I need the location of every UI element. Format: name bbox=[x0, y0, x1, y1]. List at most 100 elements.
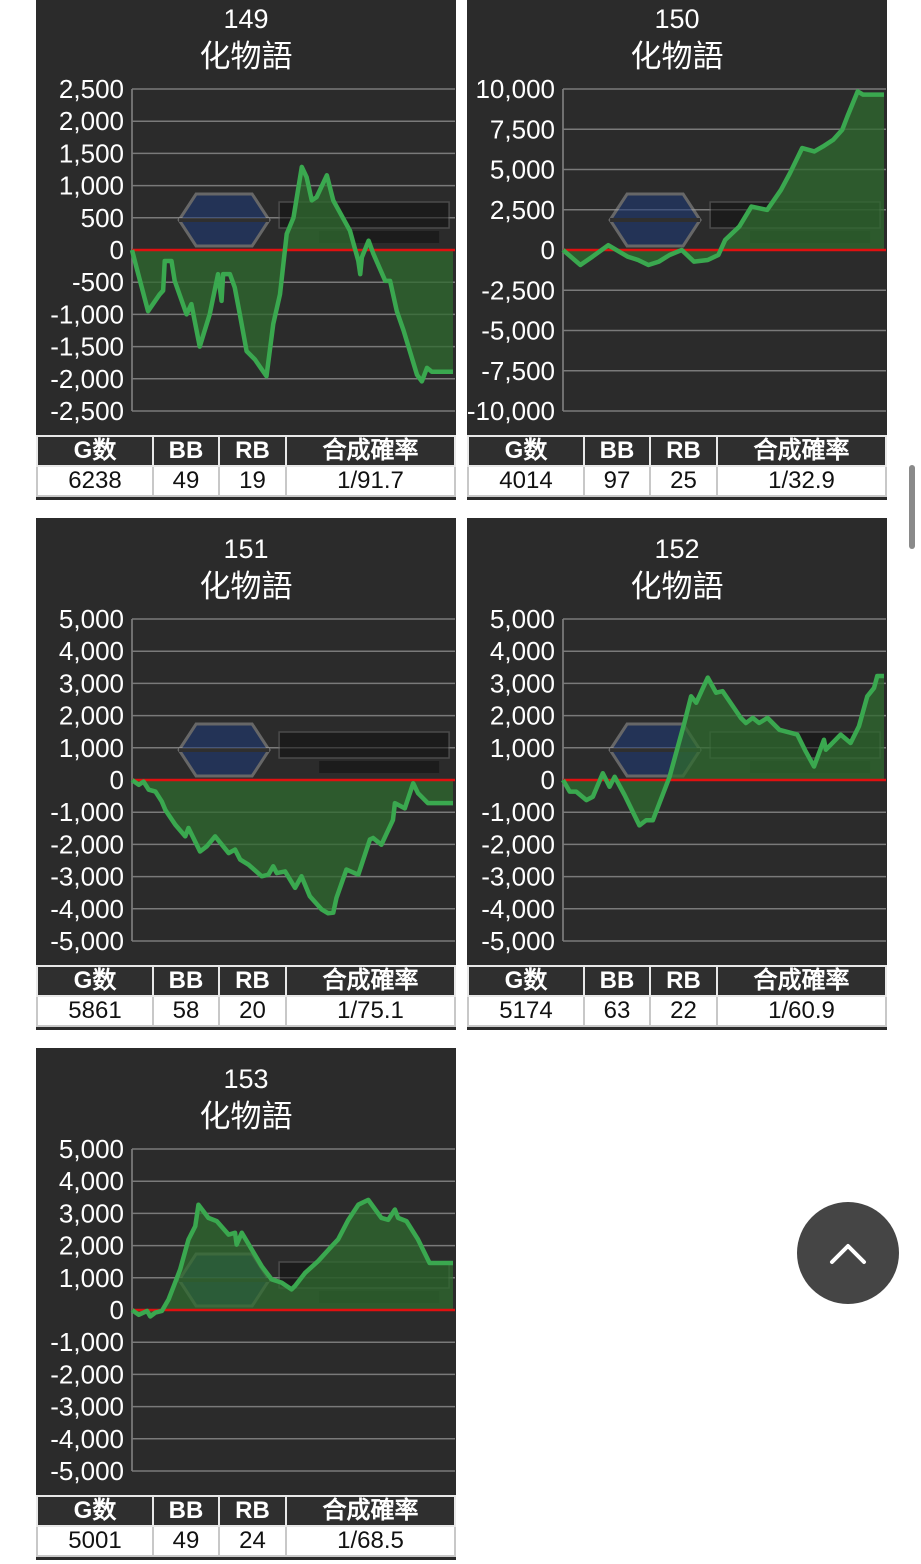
y-tick-label: -5,000 bbox=[50, 926, 124, 956]
y-tick-label: -5,000 bbox=[50, 1456, 124, 1486]
y-tick-label: 3,000 bbox=[59, 668, 124, 698]
machine-number: 149 bbox=[223, 4, 269, 34]
header-bb: BB bbox=[152, 1495, 220, 1527]
y-tick-label: -2,000 bbox=[50, 829, 124, 859]
y-tick-label: -1,000 bbox=[50, 797, 124, 827]
header-rb: RB bbox=[649, 965, 718, 997]
machine-panel-150[interactable]: 10,000 7,500 5,000 2,500 0 -2,500 -5,000 -7,500… bbox=[467, 0, 887, 500]
value-bb: 63 bbox=[583, 995, 651, 1027]
y-tick-label: 0 bbox=[110, 235, 124, 265]
machine-name: 化物語 bbox=[199, 1099, 293, 1135]
value-rate: 1/75.1 bbox=[285, 995, 456, 1027]
machine-name: 化物語 bbox=[630, 569, 724, 605]
header-rate: 合成確率 bbox=[285, 965, 456, 997]
y-tick-label: 0 bbox=[110, 765, 124, 795]
scroll-to-top-button[interactable] bbox=[797, 1202, 899, 1304]
balance-area bbox=[132, 780, 453, 914]
y-tick-label: 4,000 bbox=[59, 1166, 124, 1196]
header-rate: 合成確率 bbox=[716, 435, 887, 467]
y-tick-label: -4,000 bbox=[481, 894, 555, 924]
machine-panel-153[interactable]: 5,000 4,000 3,000 2,000 1,000 0 -1,000 -2,000 -3… bbox=[36, 1048, 456, 1560]
y-tick-label: -5,000 bbox=[481, 316, 555, 346]
value-rb: 20 bbox=[218, 995, 287, 1027]
y-tick-label: 5,000 bbox=[490, 604, 555, 634]
value-bb: 58 bbox=[152, 995, 220, 1027]
slump-chart: 10,000 7,500 5,000 2,500 0 -2,500 -5,000 -7,500… bbox=[467, 74, 886, 426]
header-bb: BB bbox=[152, 965, 220, 997]
y-tick-label: -4,000 bbox=[50, 894, 124, 924]
y-tick-label: -2,000 bbox=[50, 1359, 124, 1389]
machine-number: 153 bbox=[223, 1064, 269, 1094]
y-tick-label: -7,500 bbox=[481, 356, 555, 386]
y-tick-label: 1,000 bbox=[490, 733, 555, 763]
anasuro-watermark-logo bbox=[177, 722, 450, 778]
y-tick-label: 5,000 bbox=[59, 1134, 124, 1164]
y-tick-label: 0 bbox=[541, 235, 555, 265]
header-games: G数 bbox=[36, 435, 154, 467]
y-tick-label: 7,500 bbox=[490, 114, 555, 144]
y-tick-label: 2,500 bbox=[59, 74, 124, 104]
balance-line bbox=[129, 164, 453, 384]
balance-area bbox=[132, 1199, 453, 1317]
stats-table: G数 BB RB 合成確率 5174 63 22 1/60.9 bbox=[467, 965, 887, 1027]
machine-name: 化物語 bbox=[199, 39, 293, 75]
y-tick-label: 2,000 bbox=[59, 1231, 124, 1261]
slump-chart: 5,0004,0003,0002,0001,0000-1,000-2,000-3… bbox=[481, 604, 886, 956]
y-tick-label: -10,000 bbox=[467, 396, 555, 426]
y-tick-label: -3,000 bbox=[50, 862, 124, 892]
header-games: G数 bbox=[36, 1495, 154, 1527]
y-tick-label: -3,000 bbox=[50, 1392, 124, 1422]
y-tick-label: -3,000 bbox=[481, 862, 555, 892]
value-games: 5174 bbox=[467, 995, 585, 1027]
slump-chart: 2,5002,0001,5001,0005000-500-1,000-1,500… bbox=[50, 74, 455, 426]
balance-area bbox=[563, 675, 884, 826]
y-tick-label: 2,500 bbox=[490, 195, 555, 225]
balance-line bbox=[561, 89, 884, 268]
header-rb: RB bbox=[218, 1495, 287, 1527]
y-tick-label: -4,000 bbox=[50, 1424, 124, 1454]
y-tick-label: 500 bbox=[81, 203, 124, 233]
value-rb: 25 bbox=[649, 465, 718, 497]
machine-panel-149[interactable]: 2,500 2,000 1,500 1,000 500 0 -500 -1,000 -1,500… bbox=[36, 0, 456, 500]
balance-area bbox=[563, 91, 884, 265]
value-games: 5001 bbox=[36, 1525, 154, 1557]
y-tick-label: 2,000 bbox=[490, 701, 555, 731]
value-rb: 24 bbox=[218, 1525, 287, 1557]
y-tick-label: -1,000 bbox=[481, 797, 555, 827]
y-tick-label: -500 bbox=[72, 267, 124, 297]
header-games: G数 bbox=[467, 435, 585, 467]
header-bb: BB bbox=[583, 965, 651, 997]
y-tick-label: 0 bbox=[110, 1295, 124, 1325]
header-rate: 合成確率 bbox=[716, 965, 887, 997]
y-tick-label: 0 bbox=[541, 765, 555, 795]
balance-line bbox=[130, 778, 453, 916]
y-tick-label: 1,000 bbox=[59, 1263, 124, 1293]
machine-number: 150 bbox=[654, 4, 700, 34]
value-rate: 1/60.9 bbox=[716, 995, 887, 1027]
scrollbar[interactable] bbox=[909, 465, 915, 549]
header-games: G数 bbox=[467, 965, 585, 997]
header-rate: 合成確率 bbox=[285, 435, 456, 467]
value-rb: 19 bbox=[218, 465, 287, 497]
y-tick-label: 4,000 bbox=[59, 636, 124, 666]
y-tick-label: 1,000 bbox=[59, 733, 124, 763]
stats-table: G数 BB RB 合成確率 5861 58 20 1/75.1 bbox=[36, 965, 456, 1027]
y-tick-label: 5,000 bbox=[490, 155, 555, 185]
y-tick-label: -5,000 bbox=[481, 926, 555, 956]
y-tick-label: 1,500 bbox=[59, 138, 124, 168]
value-games: 5861 bbox=[36, 995, 154, 1027]
value-rate: 1/68.5 bbox=[285, 1525, 456, 1557]
y-tick-label: 4,000 bbox=[490, 636, 555, 666]
slump-chart: 5,0004,0003,0002,0001,0000-1,000-2,000-3… bbox=[50, 604, 455, 956]
machine-number: 151 bbox=[223, 534, 269, 564]
value-rb: 22 bbox=[649, 995, 718, 1027]
y-tick-label: 1,000 bbox=[59, 171, 124, 201]
y-tick-label: -2,000 bbox=[50, 364, 124, 394]
header-games: G数 bbox=[36, 965, 154, 997]
value-bb: 49 bbox=[152, 465, 220, 497]
machine-panel-151[interactable]: 5,000 4,000 3,000 2,000 1,000 0 -1,000 -2,000 -3… bbox=[36, 518, 456, 1030]
header-rb: RB bbox=[218, 965, 287, 997]
balance-area bbox=[132, 166, 453, 382]
machine-panel-152[interactable]: 5,000 4,000 3,000 2,000 1,000 0 -1,000 -2,000 -3… bbox=[467, 518, 887, 1030]
header-rate: 合成確率 bbox=[285, 1495, 456, 1527]
